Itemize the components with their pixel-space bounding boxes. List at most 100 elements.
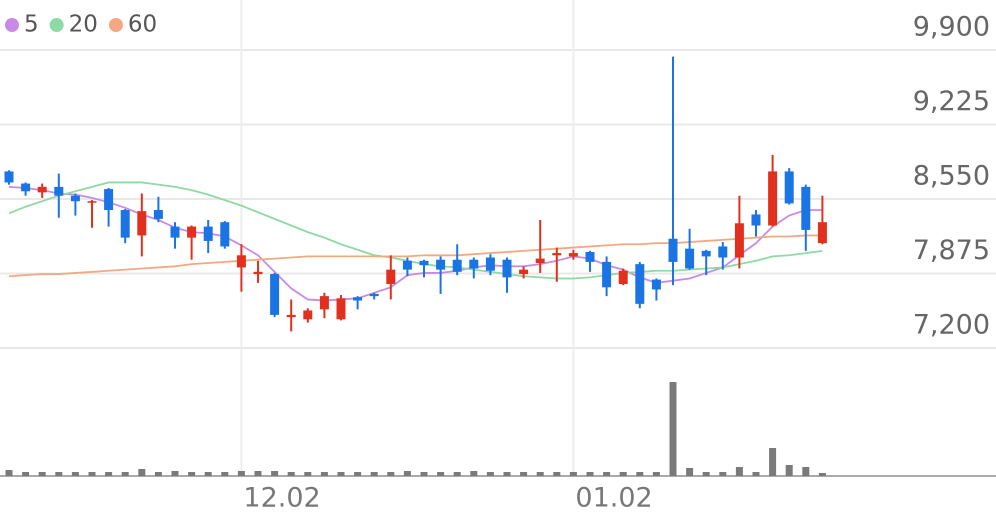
candle-body xyxy=(153,210,163,219)
candle-body xyxy=(303,310,313,320)
candle-body xyxy=(336,298,346,320)
candle-body xyxy=(353,297,363,301)
volume-bar xyxy=(769,448,777,476)
candle-body xyxy=(768,171,778,226)
candle-body xyxy=(419,260,429,266)
candle-body xyxy=(668,238,678,262)
candle-body xyxy=(402,260,412,270)
volume-bar xyxy=(221,472,229,476)
y-tick-label: 9,900 xyxy=(913,12,990,43)
volume-bar xyxy=(304,472,312,476)
volume-bar xyxy=(686,468,694,476)
volume-bar xyxy=(669,382,677,476)
ma-line xyxy=(8,185,823,302)
volume-bar xyxy=(652,472,660,476)
volume-bar xyxy=(553,472,561,476)
candle-body xyxy=(618,270,628,284)
candle-body xyxy=(519,269,529,275)
candle-body xyxy=(817,222,827,244)
volume-bar xyxy=(55,472,63,476)
volume-bar xyxy=(403,471,411,476)
candle-body xyxy=(602,261,612,288)
candle-body xyxy=(801,186,811,230)
volume-bar xyxy=(437,472,445,476)
y-tick-label: 7,200 xyxy=(913,310,990,341)
candle-body xyxy=(718,246,728,258)
candle-body xyxy=(784,171,794,204)
candle-body xyxy=(21,183,31,192)
volume-bar xyxy=(752,472,760,476)
candle-body xyxy=(568,253,578,257)
candle-body xyxy=(70,195,80,202)
candle-body xyxy=(552,253,562,256)
volume-bar xyxy=(420,472,428,476)
legend-marker xyxy=(49,18,64,32)
candle-body xyxy=(120,210,130,238)
volume-bar xyxy=(254,471,262,476)
volume-bar xyxy=(38,472,46,476)
volume-bar xyxy=(121,472,129,476)
y-tick-label: 9,225 xyxy=(913,86,990,117)
legend-label: 60 xyxy=(128,12,157,38)
legend-label: 20 xyxy=(69,12,98,38)
volume-bar xyxy=(785,465,793,476)
volume-bar xyxy=(320,472,328,476)
volume-bar xyxy=(337,472,345,476)
candle-body xyxy=(286,314,296,318)
candle-body xyxy=(386,269,396,284)
candle-body xyxy=(685,248,695,269)
volume-bar xyxy=(88,472,96,476)
candle-body xyxy=(87,201,97,203)
volume-bar xyxy=(271,471,279,476)
x-tick-label: 12.02 xyxy=(243,483,320,514)
volume-bar xyxy=(735,467,743,476)
volume-bar xyxy=(5,470,13,476)
legend-label: 5 xyxy=(24,12,39,38)
candle-body xyxy=(585,251,595,262)
volume-bar xyxy=(71,472,79,476)
volume-bar xyxy=(354,472,362,476)
volume-bar xyxy=(237,471,245,476)
candle-body xyxy=(452,259,462,272)
candle-body xyxy=(236,255,246,268)
volume-bar xyxy=(171,471,179,476)
candle-body xyxy=(485,257,495,271)
volume-bar xyxy=(702,472,710,476)
volume-bar xyxy=(370,472,378,476)
candle-body xyxy=(253,271,263,275)
candle-body xyxy=(220,222,230,247)
candle-body xyxy=(319,296,329,310)
candle-body xyxy=(104,189,114,211)
volume-bar xyxy=(636,472,644,476)
volume-bar xyxy=(188,472,196,476)
volume-bar xyxy=(802,467,810,476)
candle-body xyxy=(4,171,14,183)
legend-marker xyxy=(108,18,123,32)
ma-line xyxy=(8,181,823,280)
volume-bar xyxy=(486,472,494,476)
volume-bar xyxy=(503,472,511,476)
volume-bar xyxy=(154,472,162,476)
volume-bar xyxy=(586,472,594,476)
candle-body xyxy=(734,223,744,258)
volume-bar xyxy=(387,472,395,476)
x-tick-label: 01.02 xyxy=(575,483,652,514)
candle-body xyxy=(203,226,213,241)
candle-body xyxy=(170,226,180,238)
volume-bar xyxy=(520,472,528,476)
y-tick-label: 8,550 xyxy=(913,161,990,192)
candle-body xyxy=(270,274,280,315)
legend-marker xyxy=(5,18,19,32)
volume-bar xyxy=(569,472,577,476)
candle-body xyxy=(137,211,147,236)
volume-bar xyxy=(719,472,727,476)
y-tick-label: 7,875 xyxy=(913,235,990,266)
volume-bar xyxy=(105,472,113,476)
candle-body xyxy=(54,186,64,196)
volume-bar xyxy=(204,472,212,476)
volume-bar xyxy=(603,472,611,476)
ma-line xyxy=(8,234,823,278)
candle-body xyxy=(436,259,446,270)
